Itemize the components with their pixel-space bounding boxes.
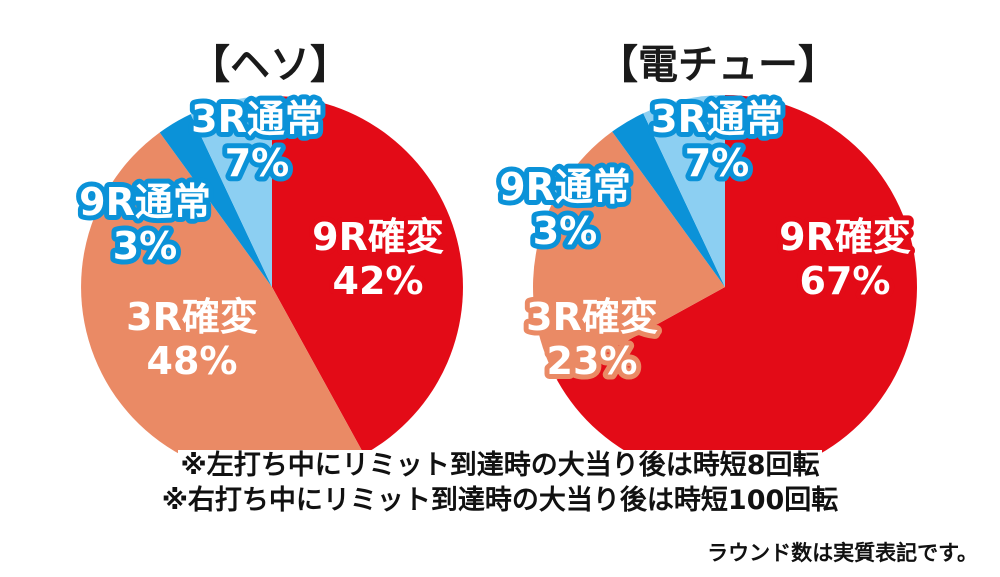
note-right-shot-text: ※右打ち中にリミット到達時の大当り後は時短100回転 [159, 485, 841, 516]
note-left-shot: ※左打ち中にリミット到達時の大当り後は時短8回転 [0, 450, 1000, 481]
denchu-label-9r-tsujo-name: 9R通常 [499, 165, 631, 209]
heso-pie-chart: 9R確変 42%3R確変 48%9R通常 3%3R通常 7% [74, 92, 463, 478]
denchu-slice-3r-tsujo [643, 95, 725, 287]
round-count-footnote: ラウンド数は実質表記です。 [707, 541, 978, 565]
heso-label-3r-kakuhen: 3R確変 48% [126, 295, 258, 383]
denchu-label-3r-tsujo-percent: 7% [685, 141, 750, 185]
heso-label-9r-tsujo-name: 9R通常 [79, 180, 211, 224]
denchu-label-9r-tsujo-percent: 3% [533, 209, 598, 253]
denchu-label-3r-kakuhen-percent: 23% [547, 339, 638, 383]
heso-label-3r-tsujo-percent: 7% [225, 141, 290, 185]
heso-slice-9r-tsujo [159, 114, 272, 288]
heso-label-9r-kakuhen: 9R確変 42% [312, 215, 444, 303]
heso-label-9r-tsujo: 9R通常 3% [79, 180, 211, 268]
denchu-label-9r-kakuhen-name: 9R確変 [779, 215, 911, 259]
denchu-slice-3r-kakuhen [533, 131, 725, 380]
denchu-slice-9r-kakuhen [556, 95, 917, 480]
denchu-label-9r-kakuhen-percent: 67% [800, 259, 891, 303]
denchu-label-3r-kakuhen: 3R確変 23% [526, 295, 658, 383]
note-right-shot: ※右打ち中にリミット到達時の大当り後は時短100回転 [0, 485, 1000, 516]
denchu-label-9r-tsujo: 9R通常 3% [499, 165, 631, 253]
heso-label-9r-tsujo-percent: 3% [113, 224, 178, 268]
denchu-label-3r-kakuhen-name: 3R確変 [526, 295, 658, 339]
heso-slice-3r-kakuhen [81, 132, 365, 478]
denchu-chart-title: 【電チュー】 [598, 42, 838, 88]
denchu-pie-chart: 9R確変 67%3R確変 23%9R通常 3%3R通常 7% [494, 92, 917, 480]
note-left-shot-text: ※左打ち中にリミット到達時の大当り後は時短8回転 [178, 450, 822, 481]
heso-label-9r-kakuhen-percent: 42% [333, 259, 424, 303]
denchu-label-3r-tsujo: 3R通常 7% [651, 97, 783, 185]
heso-slice-3r-tsujo [190, 96, 272, 287]
denchu-label-3r-tsujo-name: 3R通常 [651, 97, 783, 141]
denchu-slice-9r-tsujo [612, 113, 725, 288]
denchu-label-9r-kakuhen: 9R確変 67% [779, 215, 911, 303]
heso-label-3r-kakuhen-percent: 48% [147, 339, 238, 383]
heso-label-9r-kakuhen-name: 9R確変 [312, 215, 444, 259]
heso-chart-title: 【ヘソ】 [190, 42, 350, 88]
heso-label-3r-tsujo: 3R通常 7% [191, 97, 323, 185]
heso-label-3r-tsujo-name: 3R通常 [191, 97, 323, 141]
heso-slice-9r-kakuhen [272, 96, 463, 455]
heso-label-3r-kakuhen-name: 3R確変 [126, 295, 258, 339]
